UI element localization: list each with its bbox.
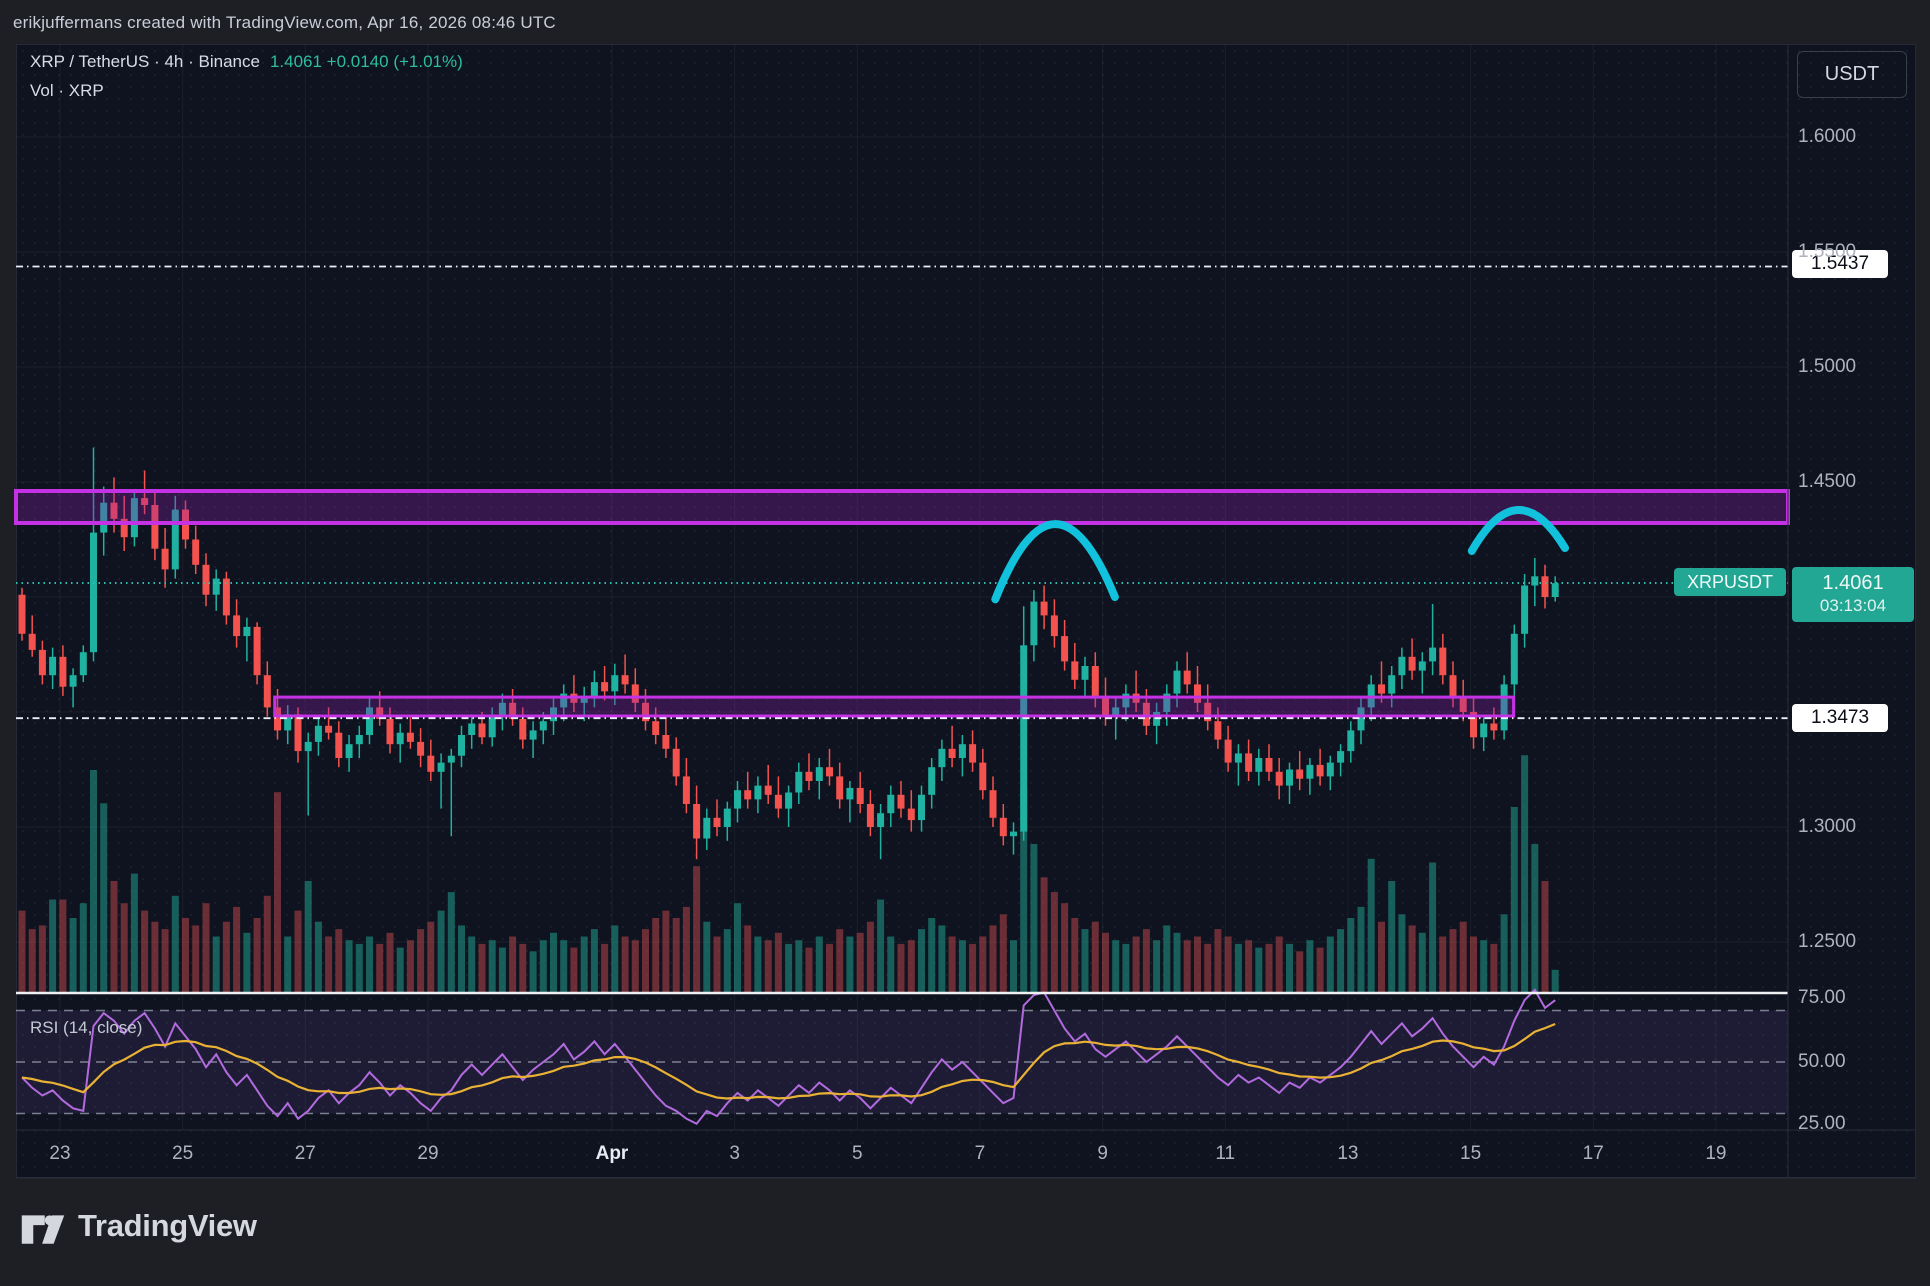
symbol-title[interactable]: XRP / TetherUS · 4h · Binance — [30, 52, 260, 71]
price-axis-tick[interactable]: 1.3000 — [1798, 816, 1857, 837]
date-axis-tick[interactable]: 19 — [1705, 1143, 1727, 1164]
chart-canvas[interactable] — [16, 44, 1916, 1178]
bar-countdown: 03:13:04 — [1819, 596, 1887, 615]
arc-drawing-2 — [1467, 506, 1569, 555]
date-axis-tick[interactable]: 15 — [1460, 1143, 1482, 1164]
last-price: 1.4061 — [269, 52, 322, 71]
date-axis-tick[interactable]: 3 — [729, 1143, 740, 1164]
tradingview-logo-icon — [21, 1215, 65, 1244]
symbol-price-flag[interactable]: XRPUSDT — [1674, 568, 1786, 596]
date-axis-tick[interactable]: 11 — [1215, 1143, 1236, 1164]
date-axis-tick[interactable]: Apr — [595, 1143, 629, 1164]
price-axis-tick[interactable]: 1.5500 — [1798, 241, 1857, 262]
price-change: +0.0140 (+1.01%) — [326, 52, 463, 71]
rsi-ma-line — [21, 1022, 1556, 1100]
date-axis-tick[interactable]: 17 — [1582, 1143, 1604, 1164]
current-price-value: 1.4061 — [1822, 572, 1884, 594]
tradingview-wordmark: TradingView — [78, 1208, 257, 1243]
current-price-axis-badge[interactable]: 1.4061 03:13:04 — [1792, 567, 1914, 622]
date-axis-tick[interactable]: 23 — [49, 1143, 71, 1164]
arc-drawing-1 — [991, 520, 1119, 604]
rsi-axis-tick[interactable]: 25.00 — [1798, 1112, 1846, 1134]
price-alert-label-upper[interactable]: 1.5437 — [1792, 250, 1888, 278]
date-axis-tick[interactable]: 5 — [851, 1143, 863, 1164]
volume-legend[interactable]: Vol · XRP — [30, 81, 104, 100]
attribution-text: erikjuffermans created with TradingView.… — [13, 13, 556, 32]
date-axis-tick[interactable]: 25 — [172, 1143, 194, 1164]
rsi-axis-tick[interactable]: 75.00 — [1798, 986, 1846, 1008]
date-axis-tick[interactable]: 9 — [1097, 1143, 1108, 1164]
date-axis-tick[interactable]: 27 — [294, 1143, 316, 1164]
currency-toggle-button[interactable]: USDT — [1797, 51, 1907, 98]
price-axis-tick[interactable]: 1.5000 — [1798, 356, 1857, 377]
price-axis-tick[interactable]: 1.2500 — [1798, 931, 1857, 952]
price-axis-tick[interactable]: 1.6000 — [1798, 126, 1857, 147]
candlesticks — [18, 447, 1559, 860]
date-axis-tick[interactable]: 29 — [417, 1143, 439, 1164]
rsi-line — [21, 988, 1556, 1126]
volume-bars — [18, 755, 1559, 992]
price-alert-label-lower[interactable]: 1.3473 — [1792, 704, 1888, 732]
rsi-axis-tick[interactable]: 50.00 — [1798, 1051, 1846, 1072]
chart-legend[interactable]: XRP / TetherUS · 4h · Binance 1.4061 +0.0… — [30, 52, 463, 72]
rsi-indicator-label[interactable]: RSI (14, close) — [30, 1018, 143, 1037]
tradingview-logo[interactable]: TradingView — [20, 1206, 257, 1246]
support-box — [273, 695, 1516, 718]
date-axis-tick[interactable]: 7 — [974, 1143, 986, 1164]
price-axis-tick[interactable]: 1.4500 — [1798, 471, 1857, 492]
date-axis-tick[interactable]: 13 — [1337, 1143, 1359, 1164]
